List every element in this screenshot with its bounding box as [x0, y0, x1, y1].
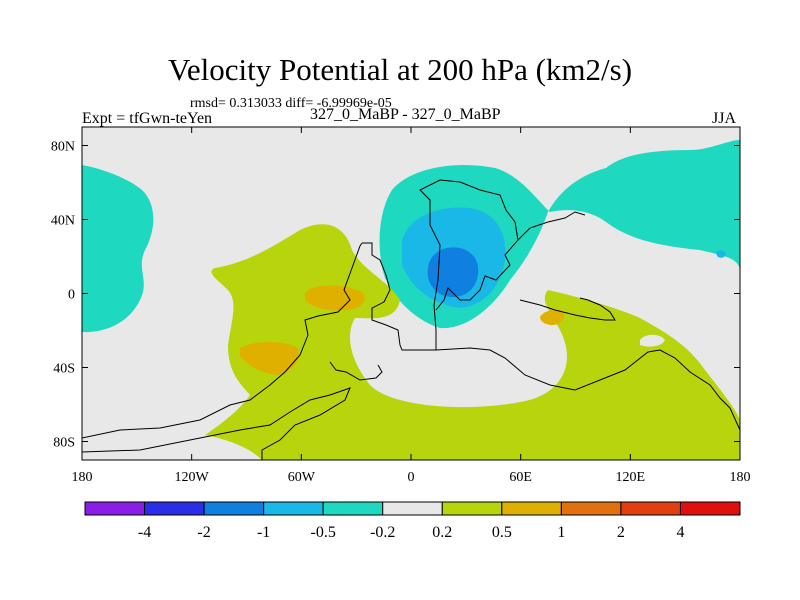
colorbar-swatch	[322, 501, 384, 516]
contour-neg-darkblue	[427, 247, 479, 298]
case-label: 327_0_MaBP - 327_0_MaBP	[310, 106, 501, 123]
colorbar-level-label: 1	[557, 524, 565, 541]
y-tick-label: 0	[68, 288, 75, 303]
contour-pos-main	[205, 224, 740, 460]
coastline-africa-eurasia	[362, 179, 519, 351]
y-tick-label: 80N	[51, 140, 75, 155]
x-tick-label: 120E	[616, 470, 646, 485]
chart-title: Velocity Potential at 200 hPa (km2/s)	[167, 52, 633, 87]
coastlines	[82, 179, 740, 460]
coastline-indonesia	[519, 297, 616, 321]
x-tick-label: 120W	[175, 470, 210, 485]
colorbar-swatch	[144, 501, 205, 516]
colorbar-swatch	[620, 501, 681, 516]
x-tick-label: 60W	[288, 470, 316, 485]
colorbar-swatch	[203, 501, 265, 516]
coastline-arabia	[329, 361, 383, 381]
rmsd-stats: rmsd= 0.313033 diff= -6.99969e-05	[190, 96, 392, 111]
contour-pos-orange-atlantic	[305, 285, 365, 311]
x-tick-label: 180	[72, 470, 93, 485]
colorbar-swatch	[501, 501, 562, 516]
x-tick-label: 60E	[509, 470, 532, 485]
contour-pos-orange-southatlantic	[240, 342, 299, 375]
coastline-americas	[82, 242, 363, 439]
colorbar-level-label: 2	[617, 524, 625, 541]
colorbar-swatch	[560, 501, 622, 516]
colorbar-level-label: 0.5	[492, 524, 512, 541]
experiment-label: Expt = tfGwn-teYen	[82, 110, 213, 127]
colorbar-level-label: 0.2	[432, 524, 452, 541]
coastline-asia-north	[517, 211, 586, 241]
y-tick-label: 80S	[53, 436, 75, 451]
contour-neg-west-pacific	[82, 165, 154, 333]
y-axis-ticks: 80N 40N 0 40S 80S	[51, 140, 740, 451]
season-label: JJA	[712, 110, 737, 127]
colorbar-level-label: -4	[138, 524, 151, 541]
colorbar: -4 -2 -1 -0.5 -0.2 0.2 0.5 1 2 4	[84, 501, 741, 541]
colorbar-level-label: -0.5	[311, 524, 336, 541]
contour-pos-orange-indian	[540, 309, 565, 326]
coastline-southern-ocean	[435, 347, 740, 431]
colorbar-level-label: -2	[197, 524, 210, 541]
coastline-antarctica	[82, 387, 351, 460]
colorbar-level-label: 4	[676, 524, 684, 541]
colorbar-swatch	[263, 501, 324, 516]
x-axis-ticks: 180 120W 60W 0 60E 120E 180	[72, 127, 751, 485]
y-tick-label: 40N	[51, 214, 75, 229]
x-tick-label: 0	[408, 470, 415, 485]
contour-neg-white-blob	[640, 334, 665, 347]
colorbar-swatch	[441, 501, 503, 516]
colorbar-swatch	[382, 501, 443, 516]
plot-area	[82, 127, 740, 460]
contour-neg-small-blob	[716, 250, 726, 258]
y-tick-label: 40S	[53, 362, 75, 377]
colorbar-level-label: -0.2	[370, 524, 395, 541]
colorbar-level-label: -1	[257, 524, 270, 541]
colorbar-swatch	[84, 501, 146, 516]
x-tick-label: 180	[730, 470, 751, 485]
colorbar-swatch	[679, 501, 741, 516]
